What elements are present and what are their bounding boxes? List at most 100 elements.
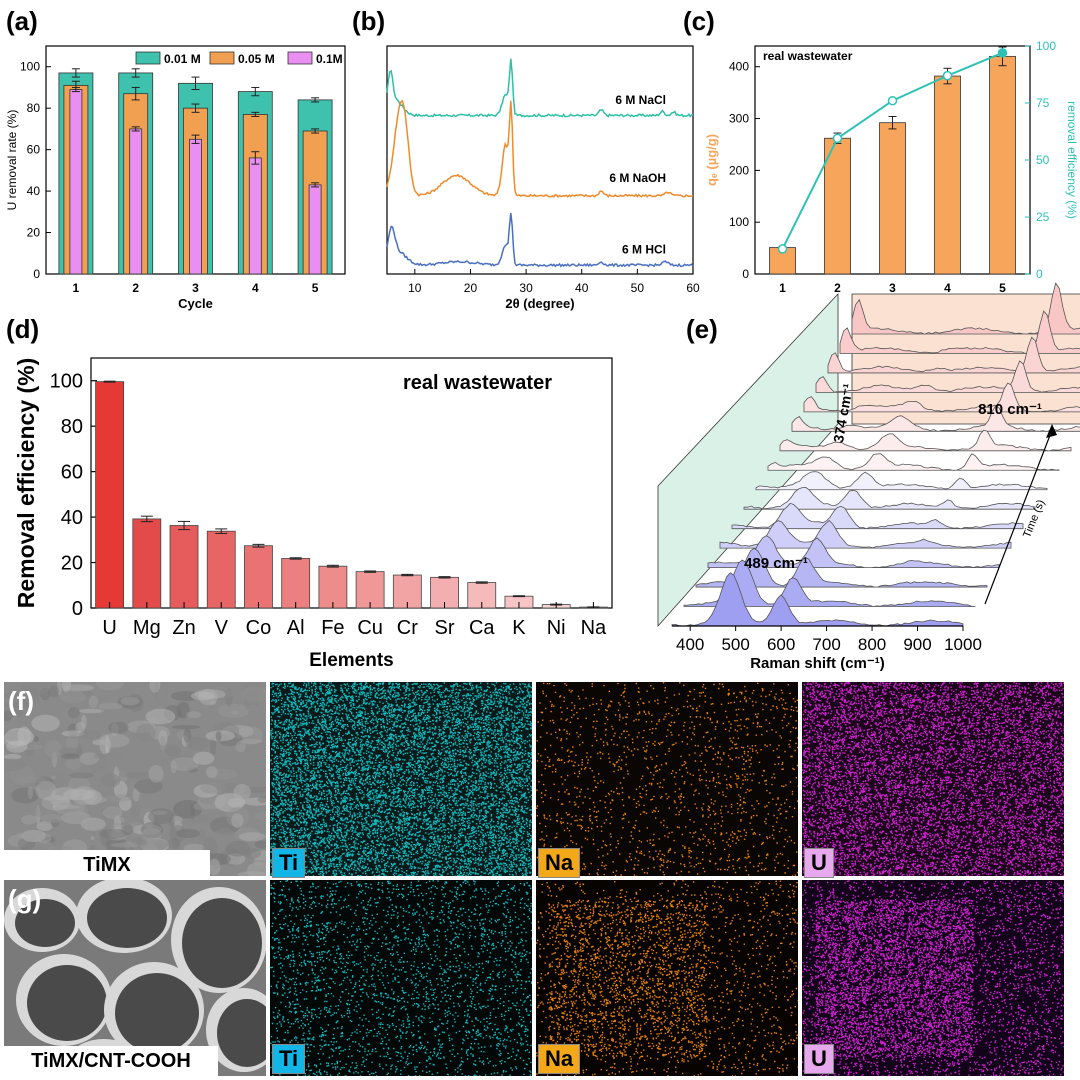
- e-trace-mask-13: [828, 337, 1080, 373]
- sem-image-timx-cnt-texture: [4, 880, 266, 1076]
- c-xtick-label-5: 5: [999, 281, 1006, 295]
- sem-timx-grain: [98, 733, 130, 748]
- e-xtick-label-400: 400: [676, 635, 704, 654]
- c-xtick-label-4: 4: [944, 281, 951, 295]
- eds-map-u-timx-cnt: [802, 880, 1064, 1076]
- d-bar-U: [95, 381, 125, 609]
- c-xtick-label-1: 1: [779, 281, 786, 295]
- map-g-u-dots: [802, 880, 1064, 1076]
- d-xtick-label-Sr: Sr: [435, 617, 455, 639]
- sem-timx-grain: [58, 747, 83, 756]
- d-title: real wastewater: [403, 372, 552, 394]
- e-trace-mask-2: [696, 548, 987, 588]
- e-trace-mask-7: [756, 471, 1047, 490]
- c-efficiency-point-3: [887, 95, 898, 106]
- sem-pore-0: [15, 899, 75, 947]
- b-xtick-label-20: 20: [464, 281, 478, 295]
- a-xtick-label-3: 3: [192, 281, 199, 295]
- c-ytick-left-label-300: 300: [729, 112, 749, 126]
- c-ytick-right-label-75: 75: [1036, 96, 1050, 110]
- d-xtick-label-V: V: [215, 617, 229, 639]
- e-trace-11: [803, 382, 1080, 413]
- d-bar-Mg: [132, 518, 162, 609]
- c-efficiency-point-4: [942, 70, 953, 81]
- a-xtick-label-2: 2: [132, 281, 139, 295]
- map-g-na-dot-field: [536, 880, 798, 1076]
- sem-timx-grain: [93, 753, 123, 760]
- map-f-na-dots: [536, 682, 798, 876]
- a-bar-2-5: [308, 184, 322, 275]
- e-trace-mask-9: [780, 430, 1071, 451]
- d-xtick-label-Co: Co: [246, 617, 272, 639]
- sem-timx-grain: [131, 805, 137, 819]
- sem-image-timx: [4, 682, 266, 876]
- d-bar-Al: [281, 558, 311, 609]
- d-xtick-label-Zn: Zn: [172, 617, 195, 639]
- sem-timx-grain: [4, 692, 25, 699]
- sem-timx-grain: [171, 724, 201, 730]
- c-title: real wastewater: [763, 49, 853, 63]
- element-label-na-g: Na: [538, 1044, 581, 1074]
- c-ytick-left-label-0: 0: [742, 267, 749, 281]
- e-trace-5: [731, 502, 1024, 530]
- c-ylabel-left: qₑ (µg/g): [704, 134, 719, 186]
- c-ylabel-right: removal efficiency (%): [1065, 101, 1079, 219]
- d-xtick-label-Fe: Fe: [321, 617, 344, 639]
- d-xtick-label-Cu: Cu: [357, 617, 383, 639]
- a-bar-2-3: [189, 138, 202, 275]
- sem-timx-grain: [159, 735, 167, 752]
- sem-timx-grain: [131, 838, 147, 846]
- a-legend-swatch-0: [135, 51, 161, 65]
- sem-timx-grain: [90, 835, 95, 841]
- e-time-axis: [984, 429, 1053, 605]
- sem-timx-grain: [208, 858, 221, 876]
- d-bar-Zn: [169, 525, 199, 609]
- panel-label-d: (d): [6, 314, 39, 344]
- c-ytick-left-label-100: 100: [729, 215, 749, 229]
- b-series-label-2: 6 M HCl: [622, 243, 666, 257]
- b-xtick-label-50: 50: [631, 281, 645, 295]
- sem-timx-grain: [100, 830, 110, 846]
- sem-timx-grain: [50, 787, 80, 801]
- e-xtick-label-900: 900: [903, 635, 931, 654]
- sem-timx-grain: [247, 704, 259, 712]
- b-xlabel: 2θ (degree): [505, 296, 574, 311]
- sem-timx-grain: [136, 723, 156, 743]
- sem-timx-grain: [68, 772, 95, 779]
- sem-timx-grain: [62, 684, 95, 692]
- b-xtick-label-60: 60: [686, 281, 700, 295]
- sem-timx-grain: [36, 821, 53, 832]
- sem-timx-grain: [16, 776, 46, 784]
- d-ytick-label-20: 20: [61, 553, 83, 575]
- chart-b: 10 20 30 40 50 60 6 M NaCl 6 M NaOH 6 M HCl 2θ (d…: [386, 45, 700, 311]
- a-bar-2-4: [248, 157, 262, 275]
- e-trace-4: [719, 519, 1012, 549]
- map-g-ti-dots: [270, 880, 532, 1076]
- e-xtick-label-600: 600: [767, 635, 795, 654]
- e-trace-mask-6: [744, 487, 1035, 510]
- element-label-ti-f: Ti: [272, 848, 306, 878]
- sem-timx-grain: [48, 685, 60, 698]
- a-legend-swatch-1: [209, 51, 235, 65]
- panel-label-c: (c): [683, 6, 715, 36]
- e-trace-mask-12: [816, 361, 1080, 393]
- sem-timx-grain: [100, 708, 120, 715]
- sem-timx-grain: [44, 845, 74, 851]
- sem-timx-grain: [78, 708, 105, 714]
- a-legend-swatch-2: [287, 51, 313, 65]
- d-xtick-label-Ni: Ni: [547, 617, 566, 639]
- a-ytick-label-0: 0: [33, 267, 40, 281]
- sem-timx-grain: [20, 814, 38, 825]
- d-ytick-label-100: 100: [50, 371, 83, 393]
- map-g-ti-dot-field: [270, 880, 532, 1076]
- sem-timx-grain: [209, 736, 217, 756]
- sem-timx-grain: [199, 782, 226, 794]
- element-label-na-f: Na: [538, 848, 581, 878]
- c-bar-5: [989, 55, 1016, 275]
- sem-timx-grain: [186, 704, 212, 711]
- e-xtick-label-1000: 1000: [944, 635, 982, 654]
- sem-timx-grain: [4, 727, 34, 747]
- sem-timx-grain: [51, 775, 56, 780]
- e-xtick-label-800: 800: [858, 635, 886, 654]
- sem-timx-grain: [98, 702, 123, 711]
